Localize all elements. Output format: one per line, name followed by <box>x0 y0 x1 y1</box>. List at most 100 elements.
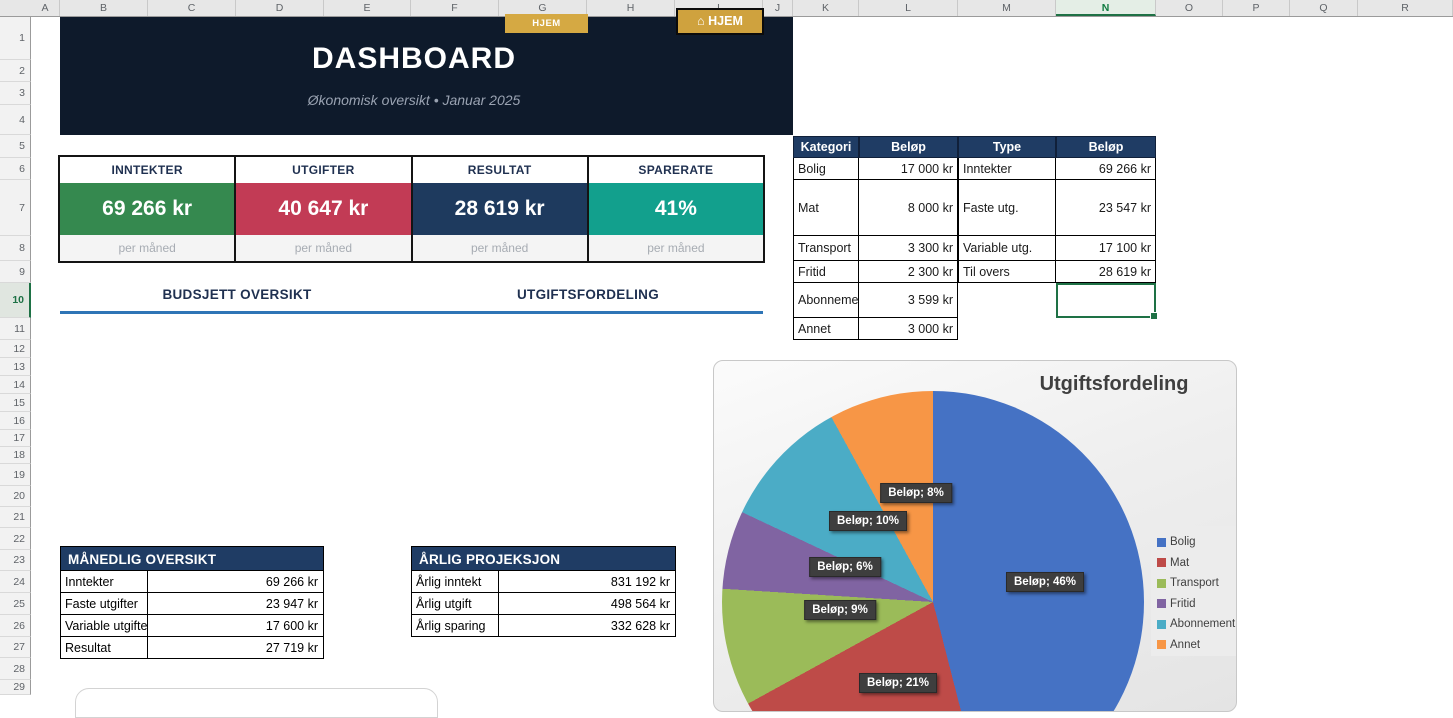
column-header-Q[interactable]: Q <box>1290 0 1358 16</box>
row-header-6[interactable]: 6 <box>0 158 31 180</box>
row-header-29[interactable]: 29 <box>0 680 31 695</box>
row-header-26[interactable]: 26 <box>0 615 31 637</box>
cell-inntekter-value[interactable]: 69 266 kr <box>148 571 324 593</box>
cell-fritid-belop[interactable]: 2 300 kr <box>859 261 958 283</box>
row-header-27[interactable]: 27 <box>0 637 31 658</box>
annual-projection-table: ÅRLIG PROJEKSJON Årlig inntekt 831 192 k… <box>411 546 676 637</box>
column-header-B[interactable]: B <box>60 0 148 16</box>
row-header-16[interactable]: 16 <box>0 412 31 430</box>
row-header-23[interactable]: 23 <box>0 550 31 571</box>
column-header-G[interactable]: G <box>499 0 587 16</box>
row-header-4[interactable]: 4 <box>0 105 31 135</box>
cell-abonnement-belop[interactable]: 3 599 kr <box>859 283 958 318</box>
cell-til-overs-belop[interactable]: 28 619 kr <box>1056 261 1156 283</box>
cell-resultat-value[interactable]: 27 719 kr <box>148 637 324 659</box>
legend-item-abonnement: Abonnement <box>1157 614 1236 635</box>
column-header-F[interactable]: F <box>411 0 499 16</box>
selected-cell-N10[interactable] <box>1056 283 1158 320</box>
row-header-8[interactable]: 8 <box>0 236 31 261</box>
column-header-K[interactable]: K <box>793 0 859 16</box>
cell-variable-utgifter-value[interactable]: 17 600 kr <box>148 615 324 637</box>
column-header-M[interactable]: M <box>958 0 1056 16</box>
row-header-22[interactable]: 22 <box>0 528 31 550</box>
cell-arlig-utgift-value[interactable]: 498 564 kr <box>499 593 676 615</box>
cell-variable-utg-belop[interactable]: 17 100 kr <box>1056 236 1156 261</box>
row-header-24[interactable]: 24 <box>0 571 31 593</box>
column-header-C[interactable]: C <box>148 0 236 16</box>
kpi-card-resultat: RESULTAT 28 619 kr per måned <box>412 157 589 261</box>
column-header-D[interactable]: D <box>236 0 324 16</box>
pie-chart-object[interactable]: Utgiftsfordeling Beløp; 46% Beløp; 21% B… <box>713 360 1237 712</box>
cell-bolig[interactable]: Bolig <box>793 158 859 180</box>
cell-arlig-sparing-value[interactable]: 332 628 kr <box>499 615 676 637</box>
cell-arlig-sparing-label[interactable]: Årlig sparing <box>411 615 499 637</box>
row-header-14[interactable]: 14 <box>0 376 31 394</box>
row-header-18[interactable]: 18 <box>0 447 31 464</box>
cell-mat-belop[interactable]: 8 000 kr <box>859 180 958 236</box>
cell-transport-belop[interactable]: 3 300 kr <box>859 236 958 261</box>
row-header-20[interactable]: 20 <box>0 486 31 507</box>
cell-faste-utgifter-value[interactable]: 23 947 kr <box>148 593 324 615</box>
row-header-3[interactable]: 3 <box>0 82 31 105</box>
row-header-12[interactable]: 12 <box>0 340 31 358</box>
row-header-11[interactable]: 11 <box>0 318 31 340</box>
column-header-H[interactable]: H <box>587 0 675 16</box>
column-header-R[interactable]: R <box>1358 0 1453 16</box>
cell-arlig-inntekt-value[interactable]: 831 192 kr <box>499 571 676 593</box>
row-header-5[interactable]: 5 <box>0 135 31 158</box>
row-header-15[interactable]: 15 <box>0 394 31 412</box>
cell-abonnement[interactable]: Abonnement <box>793 283 859 318</box>
cell-inntekter-belop[interactable]: 69 266 kr <box>1056 158 1156 180</box>
row-header-17[interactable]: 17 <box>0 430 31 447</box>
row-header-2[interactable]: 2 <box>0 60 31 82</box>
hjem-button-large[interactable]: ⌂ HJEM <box>676 8 764 35</box>
fill-handle[interactable] <box>1150 312 1158 320</box>
legend-swatch-abonnement <box>1157 619 1166 629</box>
table-row: Faste utg. 23 547 kr <box>958 180 1156 236</box>
cell-resultat-label[interactable]: Resultat <box>60 637 148 659</box>
cell-inntekter-label[interactable]: Inntekter <box>60 571 148 593</box>
cell-variable-utg[interactable]: Variable utg. <box>958 236 1056 261</box>
column-header-O[interactable]: O <box>1156 0 1223 16</box>
cell-annet-belop[interactable]: 3 000 kr <box>859 318 958 340</box>
row-header-1[interactable]: 1 <box>0 16 31 60</box>
annual-projection-title[interactable]: ÅRLIG PROJEKSJON <box>411 546 676 571</box>
table-row: Variable utgifter 17 600 kr <box>60 615 324 637</box>
column-header-J[interactable]: J <box>763 0 793 16</box>
column-header-A[interactable]: A <box>31 0 60 16</box>
cell-arlig-inntekt-label[interactable]: Årlig inntekt <box>411 571 499 593</box>
hjem-button-small[interactable]: HJEM <box>505 14 588 33</box>
type-table-header-type[interactable]: Type <box>958 136 1056 158</box>
row-header-9[interactable]: 9 <box>0 261 31 283</box>
row-header-28[interactable]: 28 <box>0 658 31 680</box>
row-header-21[interactable]: 21 <box>0 507 31 528</box>
type-table-header-belop[interactable]: Beløp <box>1056 136 1156 158</box>
cell-inntekter[interactable]: Inntekter <box>958 158 1056 180</box>
table-row: Abonnement 3 599 kr <box>793 283 958 318</box>
row-header-13[interactable]: 13 <box>0 358 31 376</box>
row-header-19[interactable]: 19 <box>0 464 31 486</box>
column-header-P[interactable]: P <box>1223 0 1290 16</box>
monthly-summary-title[interactable]: MÅNEDLIG OVERSIKT <box>60 546 324 571</box>
row-header-7[interactable]: 7 <box>0 180 31 236</box>
cell-faste-utgifter-label[interactable]: Faste utgifter <box>60 593 148 615</box>
category-table-header-belop[interactable]: Beløp <box>859 136 958 158</box>
cell-bolig-belop[interactable]: 17 000 kr <box>859 158 958 180</box>
column-header-L[interactable]: L <box>859 0 958 16</box>
cell-fritid[interactable]: Fritid <box>793 261 859 283</box>
cell-mat[interactable]: Mat <box>793 180 859 236</box>
kpi-title: UTGIFTER <box>236 157 411 183</box>
row-header-10[interactable]: 10 <box>0 283 31 318</box>
cell-variable-utgifter-label[interactable]: Variable utgifter <box>60 615 148 637</box>
column-header-E[interactable]: E <box>324 0 411 16</box>
cell-faste-utg[interactable]: Faste utg. <box>958 180 1056 236</box>
cell-arlig-utgift-label[interactable]: Årlig utgift <box>411 593 499 615</box>
row-header-25[interactable]: 25 <box>0 593 31 615</box>
cell-annet[interactable]: Annet <box>793 318 859 340</box>
category-table-header-kategori[interactable]: Kategori <box>793 136 859 158</box>
table-row: Mat 8 000 kr <box>793 180 958 236</box>
cell-til-overs[interactable]: Til overs <box>958 261 1056 283</box>
cell-faste-utg-belop[interactable]: 23 547 kr <box>1056 180 1156 236</box>
cell-transport[interactable]: Transport <box>793 236 859 261</box>
column-header-N[interactable]: N <box>1056 0 1156 16</box>
